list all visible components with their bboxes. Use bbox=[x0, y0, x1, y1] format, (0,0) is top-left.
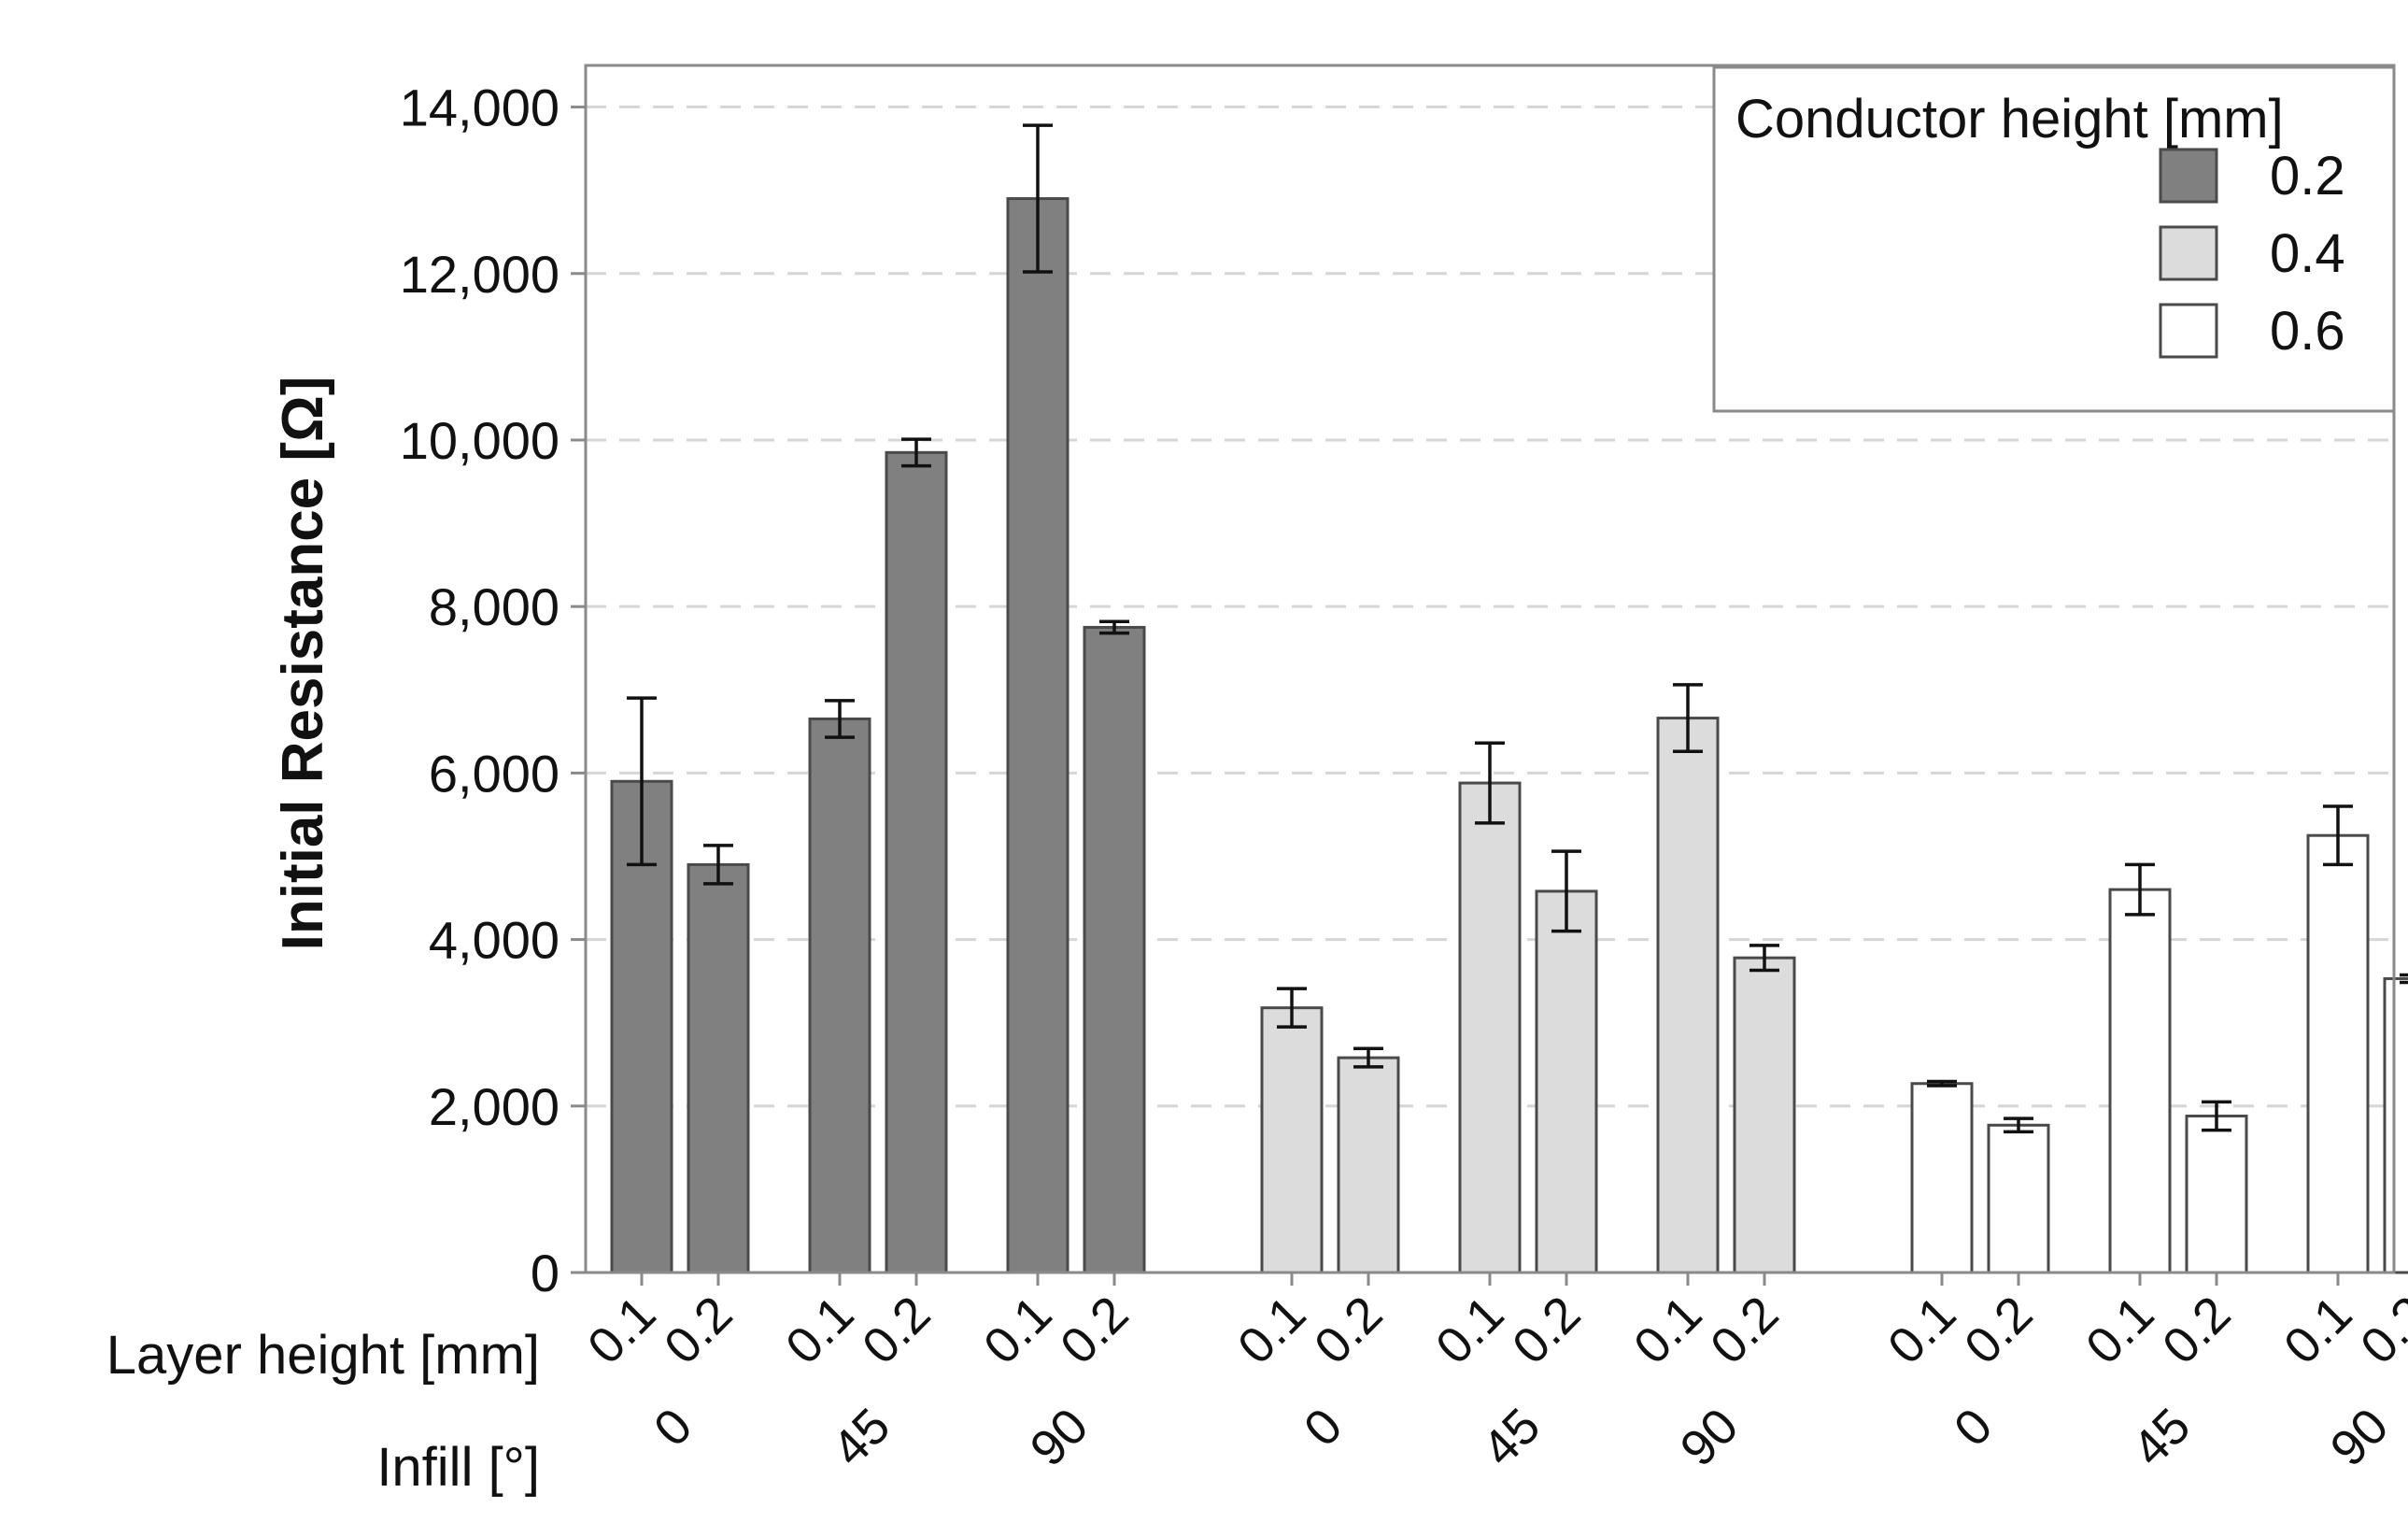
infill-label: 45 bbox=[822, 1398, 901, 1477]
legend-swatch bbox=[2159, 303, 2218, 359]
legend-swatch bbox=[2159, 148, 2218, 204]
layer-height-row-label: Layer height [mm] bbox=[106, 1325, 540, 1386]
layer-height-label: 0.1 bbox=[1623, 1286, 1713, 1375]
layer-height-label: 0.2 bbox=[654, 1286, 744, 1375]
error-bar-layer bbox=[627, 123, 2408, 1134]
y-axis: 0 2,000 4,000 6,000 8,000 10,000 12,000 14,000 bbox=[400, 78, 586, 1302]
bar-h0.2-infill90-layer0.1 bbox=[1006, 197, 1069, 1274]
infill-label: 90 bbox=[1020, 1398, 1099, 1477]
layer-height-label: 0.1 bbox=[2075, 1286, 2165, 1375]
layer-height-label: 0.1 bbox=[973, 1286, 1063, 1375]
bar-h0.6-infill90-layer0.1 bbox=[2306, 833, 2370, 1274]
legend: Conductor height [mm] 0.2 0.4 0.6 bbox=[1712, 65, 2396, 413]
layer-height-label: 0.2 bbox=[852, 1286, 942, 1375]
legend-label: 0.4 bbox=[2270, 223, 2345, 284]
bar-h0.4-infill90-layer0.2 bbox=[1733, 956, 1796, 1274]
bar-h0.6-infill45-layer0.1 bbox=[2108, 888, 2172, 1274]
layer-height-label: 0.2 bbox=[2350, 1286, 2408, 1375]
infill-label: 0 bbox=[1944, 1398, 2004, 1458]
infill-row-label: Infill [°] bbox=[376, 1437, 540, 1498]
bar-h0.2-infill0-layer0.2 bbox=[687, 862, 750, 1274]
layer-height-label: 0.2 bbox=[1304, 1286, 1394, 1375]
layer-height-label: 0.2 bbox=[1050, 1286, 1140, 1375]
bar-h0.4-infill0-layer0.2 bbox=[1337, 1056, 1400, 1274]
y-tick-label: 14,000 bbox=[400, 78, 560, 137]
bar-h0.2-infill90-layer0.2 bbox=[1083, 625, 1146, 1274]
bar-h0.2-infill45-layer0.2 bbox=[885, 450, 948, 1274]
y-tick-label: 10,000 bbox=[400, 411, 560, 470]
layer-height-label: 0.1 bbox=[577, 1286, 667, 1375]
layer-height-label: 0.2 bbox=[1502, 1286, 1592, 1375]
y-tick-label: 4,000 bbox=[429, 911, 560, 970]
infill-label: 45 bbox=[1472, 1398, 1551, 1477]
layer-height-label: 0.2 bbox=[2152, 1286, 2242, 1375]
y-tick-label: 8,000 bbox=[429, 577, 560, 636]
y-tick-label: 12,000 bbox=[400, 245, 560, 304]
infill-label: 45 bbox=[2122, 1398, 2202, 1477]
y-tick-label: 2,000 bbox=[429, 1077, 560, 1136]
bar-h0.4-infill0-layer0.1 bbox=[1260, 1006, 1324, 1274]
infill-label: 90 bbox=[2320, 1398, 2400, 1477]
legend-entries: 0.2 0.4 0.6 bbox=[2159, 146, 2345, 362]
infill-label: 0 bbox=[1294, 1398, 1353, 1458]
bar-h0.6-infill0-layer0.1 bbox=[1910, 1082, 1974, 1274]
y-tick-label: 6,000 bbox=[429, 744, 560, 803]
y-axis-title: Initial Resistance [Ω] bbox=[271, 377, 335, 951]
bar-h0.6-infill90-layer0.2 bbox=[2383, 976, 2408, 1274]
bar-h0.4-infill45-layer0.2 bbox=[1535, 889, 1598, 1274]
infill-label: 90 bbox=[1670, 1398, 1749, 1477]
layer-height-label: 0.2 bbox=[1700, 1286, 1790, 1375]
infill-label: 0 bbox=[644, 1398, 703, 1458]
legend-label: 0.6 bbox=[2270, 301, 2345, 362]
legend-label: 0.2 bbox=[2270, 146, 2345, 206]
bar-h0.6-infill45-layer0.2 bbox=[2185, 1114, 2248, 1274]
bar-h0.2-infill45-layer0.1 bbox=[808, 717, 871, 1274]
legend-swatch bbox=[2159, 225, 2218, 281]
legend-box bbox=[1712, 65, 2396, 413]
layer-height-label: 0.1 bbox=[2273, 1286, 2363, 1375]
y-tick-label: 0 bbox=[531, 1244, 560, 1302]
bar-h0.6-infill0-layer0.2 bbox=[1987, 1123, 2050, 1274]
x-axis: 0.10.200.10.2450.10.2900.10.200.10.2450.… bbox=[577, 1273, 2408, 1477]
layer-height-label: 0.1 bbox=[1425, 1286, 1515, 1375]
layer-height-label: 0.1 bbox=[1227, 1286, 1317, 1375]
layer-height-label: 0.1 bbox=[1877, 1286, 1967, 1375]
layer-height-label: 0.1 bbox=[775, 1286, 865, 1375]
bar-h0.4-infill45-layer0.1 bbox=[1458, 781, 1522, 1274]
bar-h0.4-infill90-layer0.1 bbox=[1656, 717, 1720, 1274]
legend-title: Conductor height [mm] bbox=[1735, 89, 2284, 149]
layer-height-label: 0.2 bbox=[1954, 1286, 2044, 1375]
